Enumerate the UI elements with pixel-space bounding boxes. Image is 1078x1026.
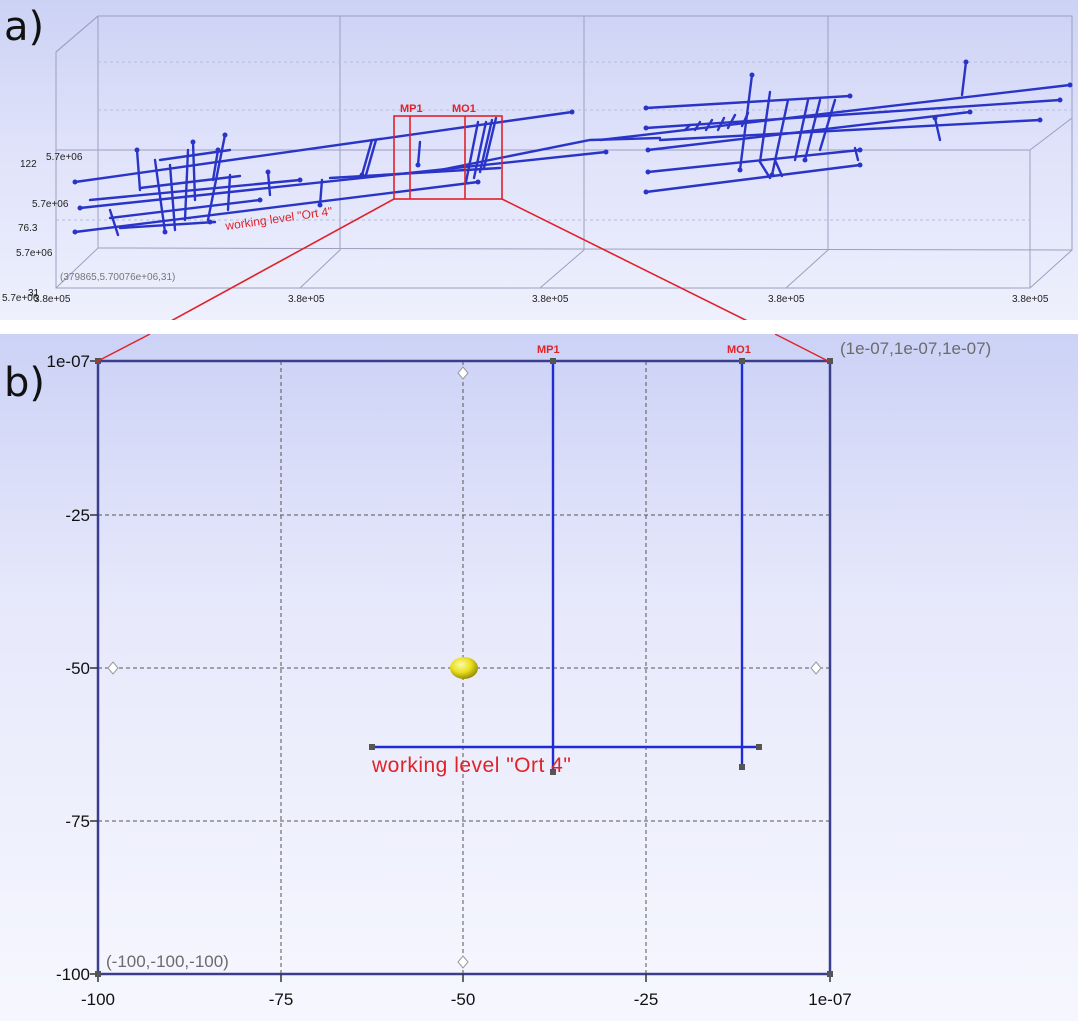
corner-min-coordinate: (-100,-100,-100) (106, 952, 229, 971)
x-label-5: 3.8e+05 (1012, 294, 1049, 305)
mine-network (73, 60, 1072, 237)
panel-b-well-mo1: MO1 (727, 344, 751, 356)
y-label-3: 5.7e+06 (16, 248, 53, 259)
panel-a-working-level-label: working level "Ort 4" (223, 204, 333, 233)
panel-a-viewport[interactable]: MP1 MO1 working level "Ort 4" 122 76.3 3… (0, 0, 1078, 363)
panel-b-well-mp1: MP1 (537, 344, 560, 356)
panel-divider (0, 320, 1078, 334)
x-axis-tick-labels: -100 -75 -50 -25 1e-07 (81, 990, 852, 1009)
x-tick-label: -25 (634, 990, 659, 1009)
z-label-mid: 76.3 (18, 223, 38, 234)
y-label-1: 5.7e+06 (46, 152, 83, 163)
highlight-region (95, 115, 831, 363)
panel-b-viewport[interactable]: MP1 MO1 working level "Ort 4" (1e-07,1e-… (0, 333, 1078, 1021)
y-label-2: 5.7e+06 (32, 199, 69, 210)
panel-a-3d-overview: a) (0, 0, 1078, 363)
panel-b-label: b) (4, 360, 45, 406)
y-tick-label: -25 (65, 506, 90, 525)
panel-b-section-view: b) (0, 333, 1078, 1021)
survey-nodes (72, 59, 1073, 235)
panel-a-well-mp1: MP1 (400, 103, 423, 115)
y-axis-tick-labels: 1e-07 -25 -50 -75 -100 (47, 352, 90, 984)
y-tick-label: -50 (65, 659, 90, 678)
x-tick-label: -100 (81, 990, 115, 1009)
panel-a-corner-coordinate: (379865,5.70076e+06,31) (60, 272, 175, 283)
orientation-handles (107, 366, 822, 969)
x-label-3: 3.8e+05 (532, 294, 569, 305)
panel-a-well-mo1: MO1 (452, 103, 476, 115)
panel-b-working-level-label: working level "Ort 4" (371, 754, 571, 777)
well-and-level-lines (372, 361, 759, 772)
panel-a-label: a) (4, 4, 45, 50)
x-tick-label: -50 (451, 990, 476, 1009)
y-tick-label: -100 (56, 965, 90, 984)
bounding-box (55, 15, 1073, 289)
line-endpoints (369, 358, 762, 775)
zoom-connector (95, 333, 831, 363)
y-tick-label: 1e-07 (47, 352, 90, 371)
corner-max-coordinate: (1e-07,1e-07,1e-07) (840, 339, 991, 358)
panel-a-axis-labels: 122 76.3 31 5.7e+06 5.7e+06 5.7e+06 5.7e… (2, 152, 1049, 305)
x-label-4: 3.8e+05 (768, 294, 805, 305)
y-tick-label: -75 (65, 812, 90, 831)
z-label-bottom: 31 (28, 288, 40, 299)
x-tick-label: 1e-07 (808, 990, 851, 1009)
x-label-2: 3.8e+05 (288, 294, 325, 305)
x-label-1: 3.8e+05 (34, 294, 71, 305)
grid-lines (56, 61, 1072, 221)
y-label-4: 5.7e+06 (2, 293, 39, 304)
rotation-center-sphere[interactable] (450, 657, 478, 679)
x-tick-label: -75 (269, 990, 294, 1009)
z-label-top: 122 (20, 159, 37, 170)
